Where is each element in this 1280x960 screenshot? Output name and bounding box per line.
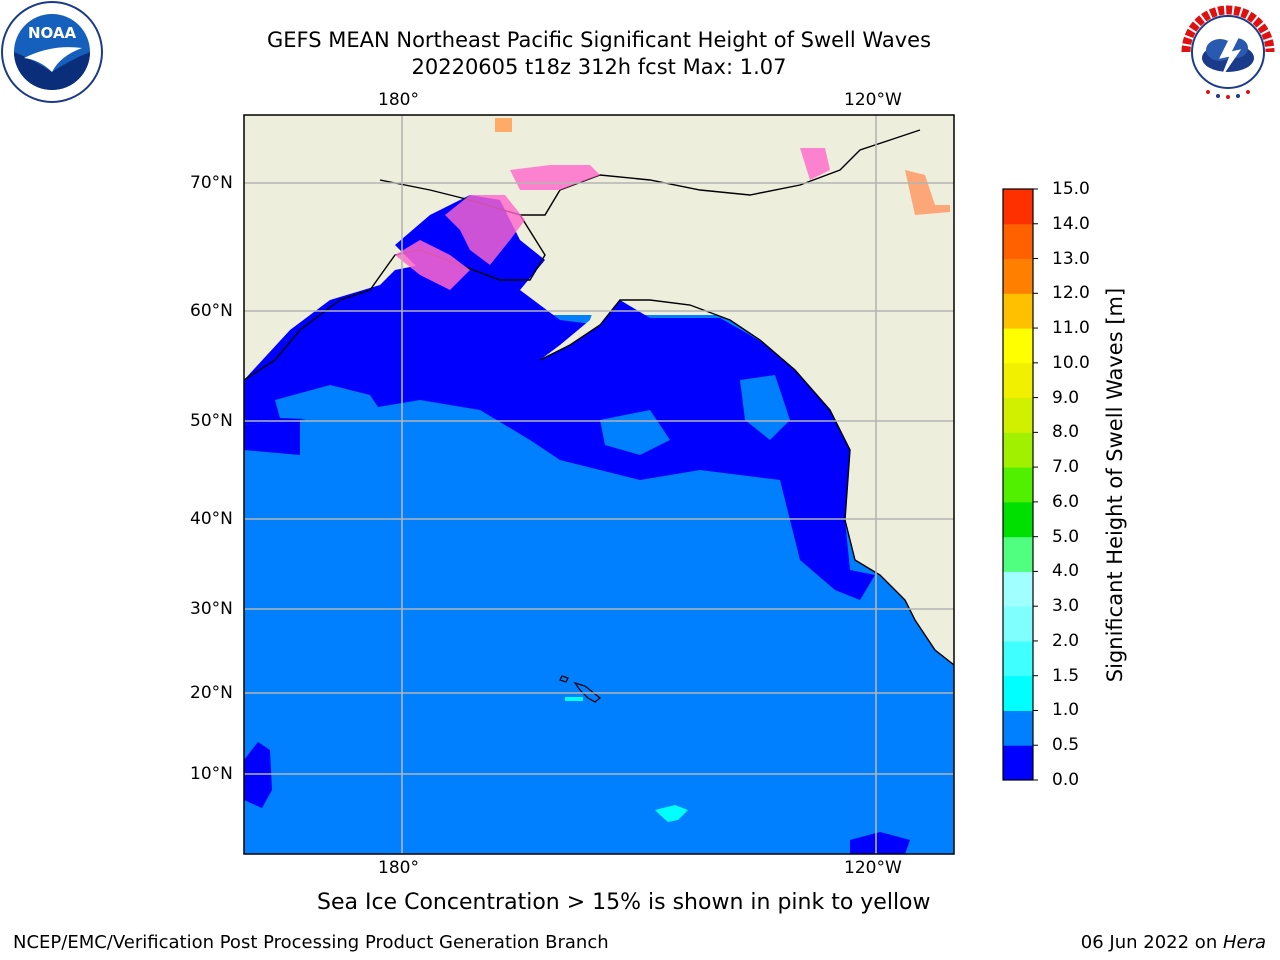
colorbar-tick-label: 0.0 [1052, 770, 1080, 790]
colorbar-tick-label: 11.0 [1052, 318, 1090, 339]
colorbar-swatch [1003, 675, 1033, 711]
colorbar-swatch [1003, 640, 1033, 677]
lon-label-top-180: 180° [378, 90, 419, 110]
noaa-logo-text: NOAA [28, 24, 77, 42]
colorbar-tick-label: 14.0 [1052, 213, 1090, 234]
colorbar-tick-label: 6.0 [1052, 491, 1080, 512]
lat-label-40n: 40°N [190, 509, 233, 529]
colorbar-tick-label: 9.0 [1052, 387, 1080, 408]
map-subtitle: 20220605 t18z 312h fcst Max: 1.07 [411, 55, 787, 79]
lon-label-bottom-120w: 120°W [844, 858, 902, 878]
colorbar-swatch [1003, 223, 1033, 260]
colorbar-swatch [1003, 258, 1033, 294]
colorbar [1003, 188, 1038, 781]
map-frame [243, 114, 955, 855]
sea-ice-region [395, 240, 470, 290]
colorbar-swatch [1003, 745, 1033, 781]
colorbar-frame [1002, 188, 1034, 781]
colorbar-swatch [1003, 606, 1033, 642]
footer-machine: Hera [1222, 932, 1266, 953]
lat-label-60n: 60°N [190, 301, 233, 321]
colorbar-swatch [1003, 328, 1033, 364]
colorbar-tick-label: 10.0 [1052, 352, 1090, 373]
nws-logo-icon [1178, 2, 1278, 102]
colorbar-tick-label: 15.0 [1052, 179, 1090, 199]
colorbar-swatch [1003, 397, 1033, 433]
colorbar-tick-label: 3.0 [1052, 596, 1080, 617]
colorbar-tick-label: 1.0 [1052, 700, 1080, 721]
colorbar-swatch [1003, 710, 1033, 746]
colorbar-tick-label: 8.0 [1052, 422, 1080, 443]
colorbar-swatch [1003, 362, 1033, 399]
colorbar-tick-label: 1.5 [1052, 665, 1080, 686]
lon-label-bottom-180: 180° [378, 858, 419, 878]
lat-label-30n: 30°N [190, 599, 233, 619]
map-title: GEFS MEAN Northeast Pacific Significant … [266, 28, 932, 52]
lat-label-70n: 70°N [190, 173, 233, 193]
footer-credit: NCEP/EMC/Verification Post Processing Pr… [13, 932, 609, 953]
colorbar-swatch [1003, 467, 1033, 503]
lat-label-50n: 50°N [190, 411, 233, 431]
colorbar-swatch [1003, 189, 1033, 225]
colorbar-label: Significant Height of Swell Waves [m] [1103, 287, 1127, 683]
colorbar-tick-label: 2.0 [1052, 630, 1080, 651]
lat-label-10n: 10°N [190, 764, 233, 784]
graticule [244, 115, 954, 854]
footer-date-text: 06 Jun 2022 on [1080, 932, 1223, 953]
colorbar-tick-label: 13.0 [1052, 248, 1090, 269]
colorbar-swatch [1003, 293, 1033, 329]
hawaii-islands [559, 675, 601, 703]
colorbar-swatch [1003, 536, 1033, 572]
lat-label-20n: 20°N [190, 683, 233, 703]
colorbar-tick-label: 4.0 [1052, 561, 1080, 582]
lon-label-top-120w: 120°W [844, 90, 902, 110]
colorbar-tick-label: 12.0 [1052, 283, 1090, 304]
colorbar-swatch [1003, 571, 1033, 607]
colorbar-tick-label: 5.0 [1052, 526, 1080, 547]
colorbar-swatch [1003, 432, 1033, 468]
colorbar-swatch [1003, 501, 1033, 538]
colorbar-tick-label: 0.5 [1052, 735, 1080, 756]
noaa-logo-icon: NOAA [1, 1, 103, 103]
colorbar-tick-label: 7.0 [1052, 457, 1080, 478]
footer-date: 06 Jun 2022 on Hera [1081, 932, 1266, 953]
sea-ice-note: Sea Ice Concentration > 15% is shown in … [317, 890, 931, 915]
